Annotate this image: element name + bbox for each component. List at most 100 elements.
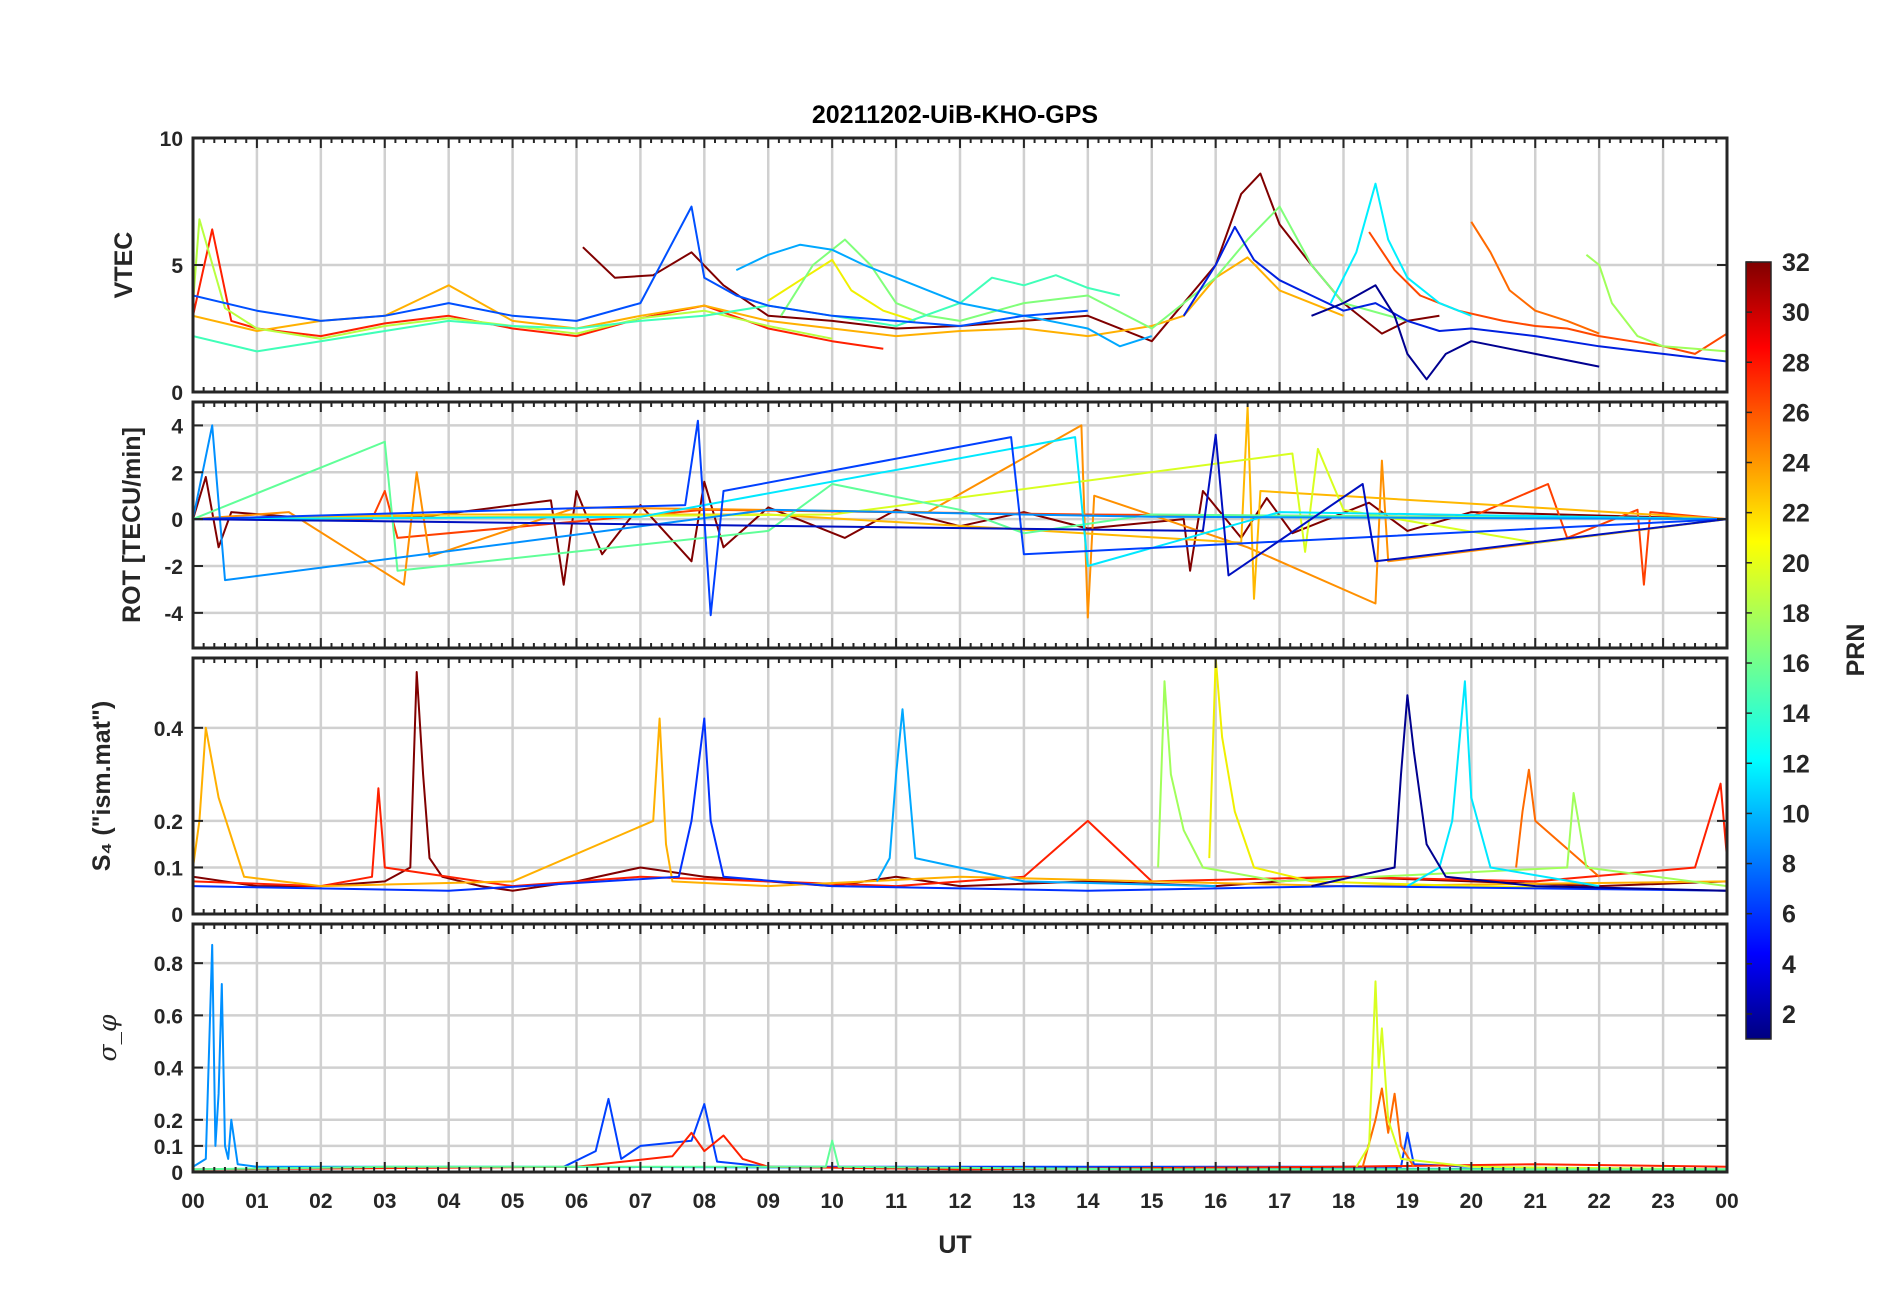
x-tick-label: 03 (373, 1190, 396, 1213)
sigma-y-tick-label: 0.4 (154, 1058, 184, 1081)
rot-y-tick-label: -4 (164, 603, 183, 626)
colorbar-tick-label: 6 (1782, 901, 1796, 929)
vtec-panel: 0 5 10 VTEC (110, 128, 1729, 405)
sigma-phi-panel: 0 0.1 0.2 0.4 0.6 0.8 σ_φ (93, 922, 1729, 1185)
vtec-series-line-prn-22 (193, 256, 1344, 338)
colorbar-tick-label: 18 (1782, 600, 1810, 628)
colorbar-tick-label: 8 (1782, 851, 1796, 879)
s4-panel: 0 0.1 0.2 0.4 S₄ ("ism.mat") (88, 656, 1729, 927)
x-tick-label: 05 (501, 1190, 525, 1213)
vtec-series-line-prn-12 (1329, 182, 1472, 317)
sigma-series-line-prn-5 (563, 1097, 1472, 1168)
rot-panel: -4 -2 0 2 4 ROT [TECU/min] (118, 400, 1729, 650)
sigma-series-line-prn-24 (1361, 1087, 1415, 1168)
colorbar-tick-label: 22 (1782, 500, 1810, 528)
x-tick-label: 22 (1587, 1190, 1610, 1213)
s4-y-axis-label: S₄ ("ism.mat") (88, 701, 116, 871)
x-tick-label: 21 (1524, 1190, 1548, 1213)
rot-series-line-prn-12 (193, 436, 1727, 567)
colorbar-tick-label: 16 (1782, 650, 1810, 678)
sigma-y-axis-label: σ_φ (93, 1014, 122, 1062)
s4-series-line-prn-17 (1157, 680, 1727, 888)
rot-series-group (193, 405, 1727, 619)
vtec-series-line-prn-20 (767, 258, 916, 322)
sigma-y-tick-label: 0.8 (154, 953, 184, 976)
s4-series-line-prn-28 (193, 782, 1727, 888)
vtec-series-line-prn-10 (735, 243, 1153, 348)
x-tick-label: 08 (693, 1190, 717, 1213)
s4-series-line-prn-4 (193, 717, 1727, 892)
s4-series-line-prn-20 (1208, 658, 1727, 892)
colorbar-tick-label: 14 (1782, 700, 1810, 728)
rot-y-axis-label: ROT [TECU/min] (118, 427, 146, 623)
sigma-y-tick-label: 0.6 (154, 1005, 183, 1028)
colorbar-tick-label: 12 (1782, 750, 1810, 778)
s4-series-line-prn-10 (876, 708, 1216, 888)
colorbar-tick-label: 20 (1782, 550, 1810, 578)
colorbar-tick-label: 10 (1782, 800, 1810, 828)
x-tick-label: 19 (1396, 1190, 1419, 1213)
x-tick-label: 06 (565, 1190, 588, 1213)
rot-y-tick-label: 2 (171, 462, 183, 485)
s4-series-line-prn-22 (193, 717, 1727, 888)
s4-y-tick-label: 0 (171, 904, 183, 927)
x-tick-label: 02 (309, 1190, 332, 1213)
vtec-y-tick-label: 0 (171, 382, 183, 405)
x-tick-label: 10 (820, 1190, 843, 1213)
colorbar-tick-label: 26 (1782, 399, 1810, 427)
s4-y-tick-label: 0.2 (154, 811, 183, 834)
vtec-series-line-prn-6 (193, 205, 1088, 327)
s4-y-tick-label: 0.4 (154, 718, 184, 741)
x-tick-label: 13 (1012, 1190, 1035, 1213)
x-tick-label: 14 (1076, 1190, 1100, 1213)
x-tick-label: 11 (885, 1190, 908, 1213)
x-tick-label: 04 (437, 1190, 461, 1213)
x-tick-label: 18 (1332, 1190, 1356, 1213)
s4-series-group (193, 658, 1727, 892)
rot-series-line-prn-2 (193, 433, 1727, 577)
colorbar-tick-label: 32 (1782, 249, 1810, 277)
sigma-y-tick-label: 0.2 (154, 1110, 183, 1133)
sigma-y-tick-label: 0 (171, 1162, 183, 1185)
x-tick-label: 15 (1140, 1190, 1164, 1213)
vtec-series-line-prn-3 (1182, 225, 1727, 363)
vtec-y-tick-label: 5 (171, 255, 183, 278)
vtec-series-line-prn-18 (193, 218, 833, 340)
rot-series-line-prn-23 (193, 424, 1727, 619)
colorbar-tick-label: 30 (1782, 299, 1810, 327)
rot-series-line-prn-15 (193, 440, 1727, 572)
x-tick-label: 00 (181, 1190, 204, 1213)
x-tick-label: 20 (1460, 1190, 1483, 1213)
s4-y-tick-label: 0.1 (154, 857, 184, 880)
colorbar-tick-label: 24 (1782, 450, 1810, 478)
colorbar-gradient (1745, 261, 1772, 1040)
vtec-series-line-prn-1 (1311, 284, 1600, 381)
sigma-series-line-prn-19 (1355, 980, 1727, 1171)
colorbar-label: PRN (1842, 624, 1870, 677)
x-tick-label: 12 (948, 1190, 971, 1213)
vtec-y-axis-label: VTEC (110, 232, 138, 299)
s4-series-line-prn-1 (1311, 694, 1727, 892)
x-tick-label: 16 (1204, 1190, 1227, 1213)
x-tick-label: 01 (245, 1190, 269, 1213)
rot-series-line-prn-5 (193, 419, 1727, 617)
x-axis-ticks: 00 01 02 03 04 05 06 07 08 09 10 11 12 13 14 15 16 17 18 19… (181, 1190, 1738, 1213)
rot-y-tick-label: 0 (171, 509, 183, 532)
sigma-y-tick-label: 0.1 (154, 1136, 184, 1159)
vtec-y-tick-label: 10 (160, 128, 183, 151)
colorbar-tick-label: 28 (1782, 349, 1810, 377)
x-tick-label: 00 (1715, 1190, 1738, 1213)
x-tick-label: 09 (757, 1190, 780, 1213)
colorbar-tick-label: 4 (1782, 951, 1796, 979)
colorbar-tick-label: 2 (1782, 1001, 1796, 1029)
rot-series-line-prn-9 (193, 424, 1727, 582)
vtec-series-line-prn-17 (1585, 254, 1727, 353)
rot-y-tick-label: -2 (164, 556, 183, 579)
vtec-series-line-prn-25 (1470, 221, 1600, 335)
x-axis-label: UT (938, 1231, 971, 1259)
vtec-series-group (193, 172, 1727, 381)
chart-title: 20211202-UiB-KHO-GPS (812, 101, 1098, 129)
